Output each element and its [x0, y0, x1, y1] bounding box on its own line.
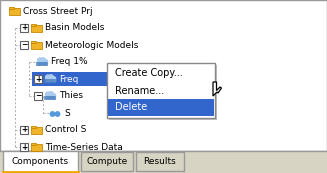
Text: S: S: [64, 108, 70, 117]
Text: −: −: [21, 40, 27, 49]
Circle shape: [55, 112, 60, 116]
Text: +: +: [35, 75, 41, 84]
Bar: [31, 24, 36, 25]
Bar: [31, 40, 36, 43]
Text: Cross Street Prj: Cross Street Prj: [23, 7, 93, 16]
Bar: [34, 92, 42, 100]
Text: Create Copy...: Create Copy...: [115, 69, 183, 79]
Circle shape: [41, 57, 45, 62]
Text: Results: Results: [144, 157, 176, 166]
Circle shape: [50, 93, 56, 98]
Bar: [3, 151, 78, 172]
Bar: [109, 65, 217, 120]
Bar: [81, 152, 133, 171]
Bar: [20, 41, 28, 49]
Circle shape: [48, 91, 54, 96]
Text: Delete: Delete: [115, 102, 147, 112]
Bar: [0, 151, 327, 173]
Circle shape: [45, 74, 51, 81]
Bar: [9, 8, 20, 15]
Text: −: −: [35, 92, 41, 101]
Text: +: +: [21, 143, 27, 152]
Text: Freq 1%: Freq 1%: [51, 57, 88, 66]
Bar: [20, 24, 28, 32]
Bar: [136, 152, 184, 171]
Text: +: +: [21, 125, 27, 134]
Circle shape: [48, 74, 54, 79]
Text: +: +: [21, 24, 27, 33]
Text: Control S: Control S: [45, 125, 86, 134]
Bar: [31, 127, 42, 134]
Bar: [0, 0, 327, 151]
Polygon shape: [213, 82, 221, 96]
Bar: [32, 72, 132, 86]
Text: Meteorologic Models: Meteorologic Models: [45, 40, 138, 49]
Bar: [31, 25, 42, 32]
Bar: [31, 125, 36, 128]
Bar: [107, 63, 215, 118]
Bar: [46, 94, 55, 98]
Circle shape: [50, 112, 55, 116]
Bar: [108, 99, 214, 116]
Bar: [9, 7, 14, 8]
Bar: [20, 143, 28, 151]
Text: Rename...: Rename...: [115, 85, 164, 95]
Text: Basin Models: Basin Models: [45, 24, 104, 33]
Bar: [20, 126, 28, 134]
Bar: [34, 75, 42, 83]
Circle shape: [43, 58, 47, 63]
Bar: [31, 144, 42, 151]
Circle shape: [45, 91, 51, 98]
Bar: [31, 143, 36, 144]
Bar: [31, 42, 42, 49]
Text: Compute: Compute: [86, 157, 128, 166]
Bar: [38, 60, 47, 64]
Text: Time-Series Data: Time-Series Data: [45, 143, 123, 152]
Text: Components: Components: [12, 157, 69, 166]
Circle shape: [50, 75, 56, 80]
Bar: [46, 77, 55, 81]
Text: Thies: Thies: [59, 92, 83, 101]
Circle shape: [37, 57, 43, 64]
Text: Freq: Freq: [59, 75, 78, 84]
